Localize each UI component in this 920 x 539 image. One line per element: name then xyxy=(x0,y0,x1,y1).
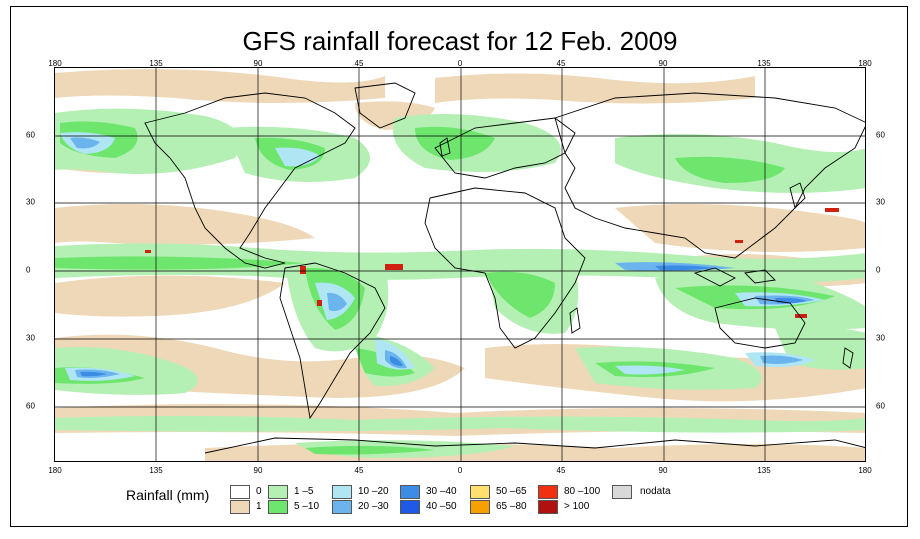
legend-swatch-7 xyxy=(400,500,420,514)
legend-label: 1 xyxy=(256,501,262,512)
legend-swatch-12 xyxy=(612,485,632,499)
lon-label-bottom: 45 xyxy=(354,466,364,475)
lon-label-top: 45 xyxy=(556,59,566,68)
legend-label: 30 –40 xyxy=(426,486,457,497)
lon-label-bottom: 45 xyxy=(556,466,566,475)
legend-swatch-8 xyxy=(470,485,490,499)
legend-swatch-1 xyxy=(230,500,250,514)
coastlines xyxy=(144,82,865,454)
legend-swatch-0 xyxy=(230,485,250,499)
legend-label: 40 –50 xyxy=(426,501,457,512)
graticule xyxy=(55,68,865,461)
rainfall-map xyxy=(54,67,866,462)
lat-label-right: 30 xyxy=(876,197,885,207)
lon-label-top: 180 xyxy=(48,59,62,68)
lon-label-top: 0 xyxy=(457,59,463,68)
map-title: GFS rainfall forecast for 12 Feb. 2009 xyxy=(242,26,678,56)
rainfall-map-svg xyxy=(55,68,865,461)
lat-label-right: 60 xyxy=(876,401,885,411)
legend-swatch-10 xyxy=(538,485,558,499)
lon-label-bottom: 135 xyxy=(149,466,163,475)
lon-label-top: 180 xyxy=(858,59,872,68)
lat-label-left: 0 xyxy=(26,265,31,275)
lat-label-left: 60 xyxy=(26,401,35,411)
lat-label-left: 60 xyxy=(26,130,35,140)
legend-swatch-9 xyxy=(470,500,490,514)
lon-label-top: 45 xyxy=(354,59,364,68)
figure-frame xyxy=(10,6,908,527)
lon-label-bottom: 180 xyxy=(48,466,62,475)
lon-label-bottom: 90 xyxy=(253,466,263,475)
lon-label-bottom: 90 xyxy=(658,466,668,475)
lat-label-left: 30 xyxy=(26,197,35,207)
lat-label-right: 30 xyxy=(876,333,885,343)
rain-heavy-layer xyxy=(145,208,839,318)
legend-swatch-4 xyxy=(332,485,352,499)
legend-label: nodata xyxy=(640,486,671,497)
legend-swatch-11 xyxy=(538,500,558,514)
lon-label-bottom: 180 xyxy=(858,466,872,475)
lat-label-right: 0 xyxy=(876,265,881,275)
lat-label-right: 60 xyxy=(876,130,885,140)
legend-label: 0 xyxy=(256,486,262,497)
legend-label: 50 –65 xyxy=(496,486,527,497)
legend-swatch-3 xyxy=(268,500,288,514)
lat-label-left: 30 xyxy=(26,333,35,343)
legend-swatch-2 xyxy=(268,485,288,499)
lon-label-bottom: 135 xyxy=(757,466,771,475)
lon-label-top: 135 xyxy=(757,59,771,68)
legend-label: 5 –10 xyxy=(294,501,320,512)
lon-label-top: 90 xyxy=(658,59,668,68)
legend-label: 80 –100 xyxy=(564,486,601,497)
legend-label: > 100 xyxy=(564,501,590,512)
legend-swatch-5 xyxy=(332,500,352,514)
legend-label: 65 –80 xyxy=(496,501,527,512)
legend-label: 10 –20 xyxy=(358,486,389,497)
lon-label-bottom: 0 xyxy=(457,466,463,475)
legend-label: 20 –30 xyxy=(358,501,389,512)
lon-label-top: 135 xyxy=(149,59,163,68)
lon-label-top: 90 xyxy=(253,59,263,68)
legend-label: 1 –5 xyxy=(294,486,314,497)
legend-title: Rainfall (mm) xyxy=(126,487,210,503)
legend-swatch-6 xyxy=(400,485,420,499)
